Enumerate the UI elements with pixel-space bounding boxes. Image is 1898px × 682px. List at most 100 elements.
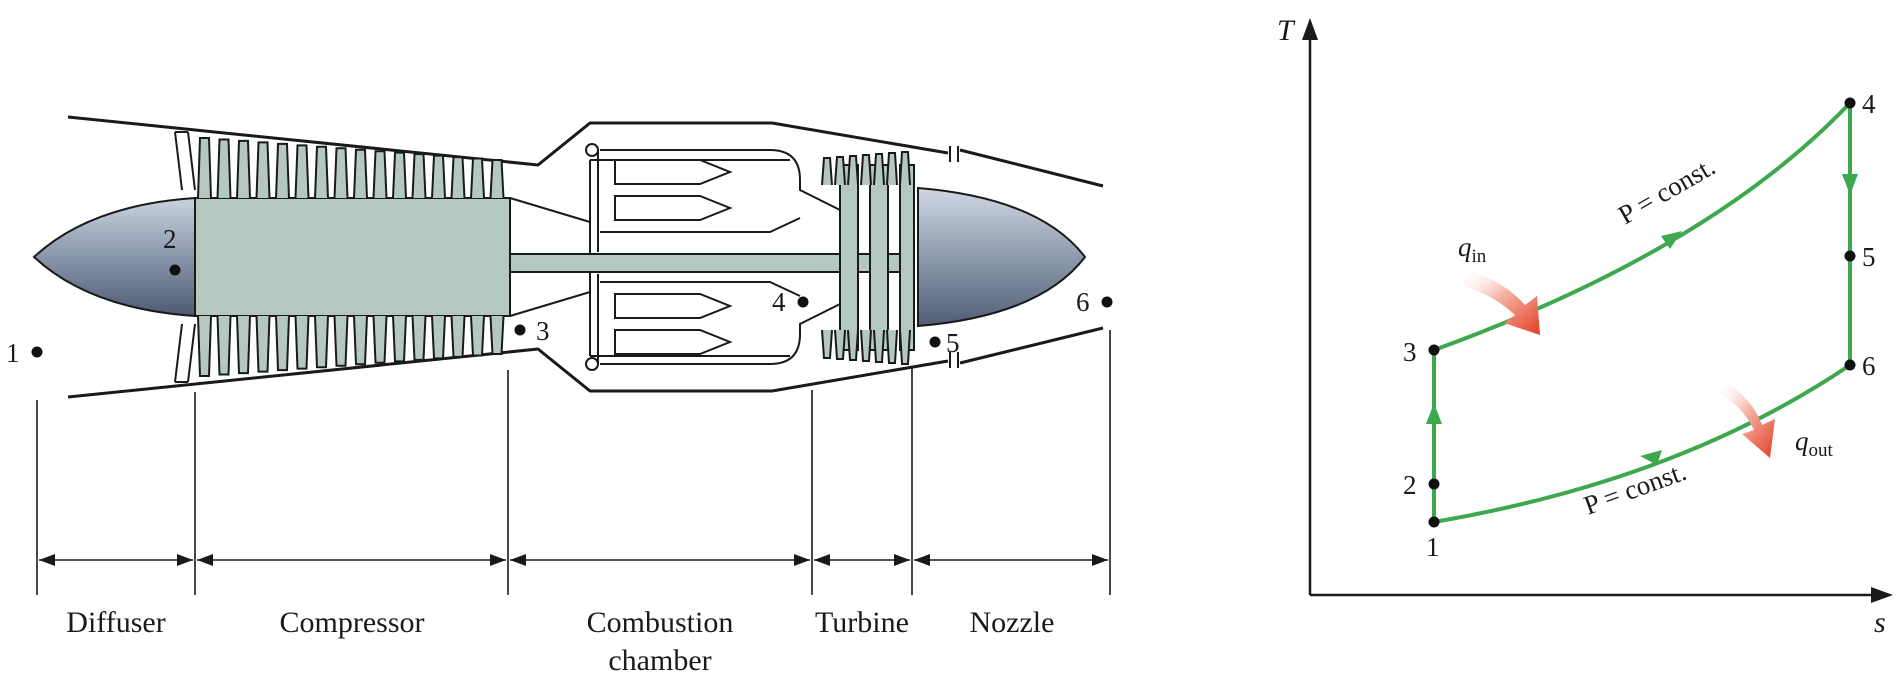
compressor-blade (314, 145, 329, 199)
turbine-discs (839, 164, 915, 351)
heat-out-symbol: qout (1795, 426, 1834, 461)
state-2-label: 2 (1403, 470, 1417, 500)
compressor-blade (255, 141, 271, 199)
heat-in-arrow (1462, 270, 1540, 335)
compressor-blade (197, 315, 212, 377)
compressor-blade (275, 142, 290, 199)
turbine-blade (873, 329, 885, 363)
station-4-label: 4 (772, 287, 786, 317)
compressor-blade (489, 159, 505, 199)
state-2-point (1428, 478, 1440, 490)
station-3-label: 3 (536, 316, 550, 346)
heat-out-arrow (1718, 382, 1775, 458)
compressor-blade (392, 151, 407, 199)
nozzle-flange-bottom (949, 352, 959, 368)
arrow-4-6 (1842, 174, 1858, 195)
dimension-arrowhead (914, 554, 930, 566)
compressor-blade (450, 315, 466, 358)
station-4-point (797, 296, 809, 308)
compressor-blade (216, 315, 232, 376)
dimension-arrowhead (177, 554, 193, 566)
station-1-point (31, 346, 43, 358)
state-1-label: 1 (1426, 532, 1440, 562)
state-3-label: 3 (1403, 337, 1417, 367)
dimension-arrowhead (510, 554, 526, 566)
compressor-blade (353, 315, 368, 366)
compressor-blade (470, 157, 485, 199)
state-4-point (1844, 97, 1856, 109)
turbine-blade (834, 156, 846, 186)
turbine-blade (899, 329, 911, 365)
jet-engine-schematic: 1 2 3 4 5 6 Diffuser Compressor Combusti… (6, 115, 1113, 677)
station-3-point (514, 324, 526, 336)
arrow-6-1 (1640, 450, 1662, 465)
compressor-hub (194, 197, 511, 317)
compressor-blade (294, 315, 310, 370)
state-5-point (1844, 250, 1856, 262)
state-4-label: 4 (1862, 89, 1876, 119)
compressor-blade (275, 315, 290, 372)
turbine-blade (821, 329, 833, 359)
heat-in-symbol: qin (1458, 232, 1487, 267)
compressor-blade (411, 153, 427, 199)
section-dimension-arrows (39, 554, 1108, 566)
shaft-upper-link (509, 197, 591, 317)
t-axis-arrowhead (1302, 18, 1318, 40)
lower-process-label: P = const. (1580, 456, 1690, 521)
turbine-blade (847, 329, 859, 361)
process-6-1-heat-rejection (1432, 363, 1852, 524)
dimension-arrowhead (894, 554, 910, 566)
compressor-blade (236, 139, 251, 199)
turbine-blade (886, 329, 898, 364)
compressor-blade (236, 315, 251, 375)
engine-casing-top (67, 115, 949, 167)
compressor-blade (333, 315, 349, 367)
state-5-label: 5 (1862, 242, 1876, 272)
station-6-label: 6 (1076, 287, 1090, 317)
engine-casing-bottom-nozzle (959, 326, 1104, 365)
state-6-label: 6 (1862, 351, 1876, 381)
s-axis-label: s (1874, 606, 1886, 639)
state-1-point (1428, 516, 1440, 528)
compressor-blade (372, 315, 388, 364)
section-boundaries (36, 330, 1111, 595)
dimension-arrowhead (197, 554, 213, 566)
compressor-blade (431, 315, 446, 360)
combustion-liner-bottom (589, 272, 790, 357)
station-5-label: 5 (946, 328, 960, 358)
compressor-blade (470, 315, 485, 357)
turbine-blade (886, 152, 898, 186)
section-label-diffuser: Diffuser (66, 606, 165, 639)
turbine-blades-top (821, 151, 911, 186)
combustor-can-top (585, 143, 841, 254)
t-axis-label: T (1277, 14, 1296, 47)
station-2-point (169, 264, 181, 276)
compressor-blades-bottom (197, 315, 505, 377)
combustion-liner-top (589, 159, 790, 254)
section-label-compressor: Compressor (280, 606, 425, 639)
section-label-turbine: Turbine (815, 606, 909, 639)
station-2-label: 2 (163, 224, 177, 254)
compressor-blade (314, 315, 329, 369)
dimension-arrowhead (1092, 554, 1108, 566)
compressor-blade (489, 315, 505, 355)
engine-casing-bottom (67, 347, 949, 399)
nozzle-flange-top (949, 146, 959, 162)
compressor-blade (392, 315, 407, 363)
combustor-can-bottom (585, 272, 841, 371)
dimension-arrowhead (794, 554, 810, 566)
state-6-point (1844, 359, 1856, 371)
inlet-guide-vane-top (174, 131, 196, 191)
s-axis-arrowhead (1871, 587, 1893, 603)
state-3-point (1428, 344, 1440, 356)
compressor-blade (353, 148, 368, 199)
turbine-blade (899, 151, 911, 186)
compressor-blades-top (197, 137, 505, 199)
compressor-blade (333, 147, 349, 199)
section-label-nozzle: Nozzle (970, 606, 1055, 639)
station-1-label: 1 (6, 338, 20, 368)
upper-process-label: P = const. (1613, 151, 1720, 230)
arrow-1-3 (1426, 403, 1442, 424)
station-5-point (929, 336, 941, 348)
